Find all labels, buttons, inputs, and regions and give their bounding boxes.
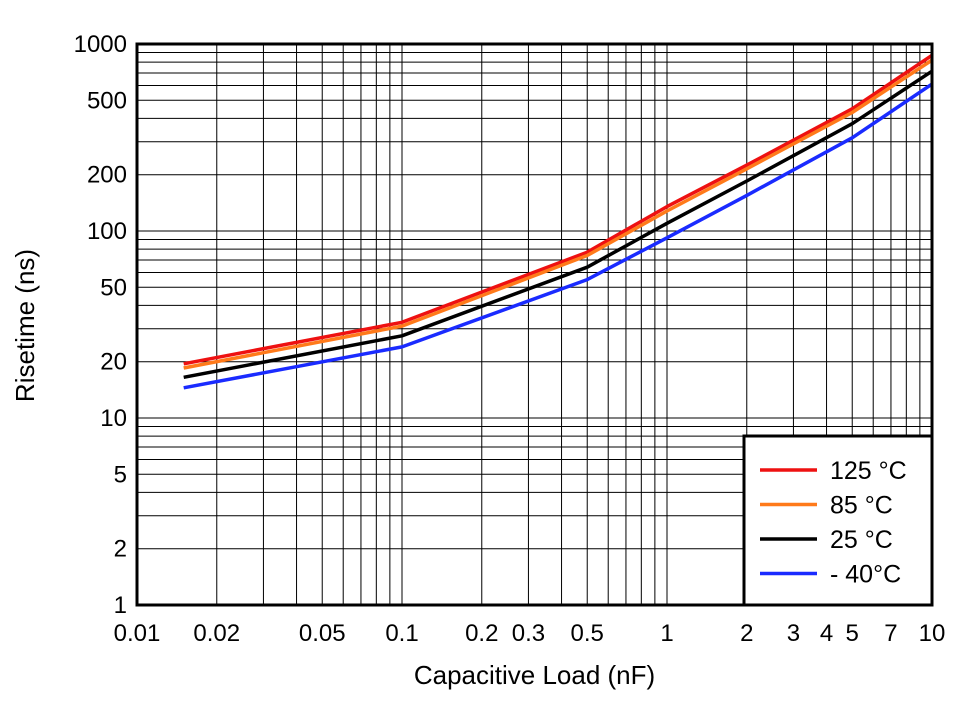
x-tick-label: 7 bbox=[884, 620, 897, 647]
y-tick-label: 500 bbox=[87, 87, 127, 114]
x-tick-label: 10 bbox=[919, 620, 946, 647]
series-line-3 bbox=[183, 82, 933, 390]
series-line-1 bbox=[183, 58, 933, 370]
series-lines bbox=[183, 53, 933, 390]
y-tick-label: 2 bbox=[114, 536, 127, 563]
y-tick-label: 1 bbox=[114, 592, 127, 619]
x-axis-title: Capacitive Load (nF) bbox=[414, 660, 655, 690]
y-axis-title: Risetime (ns) bbox=[10, 249, 40, 402]
x-tick-label: 0.2 bbox=[465, 620, 498, 647]
y-tick-label: 50 bbox=[100, 274, 127, 301]
series-line-2 bbox=[183, 69, 933, 380]
x-tick-label: 0.5 bbox=[571, 620, 604, 647]
plot-area-frame bbox=[135, 42, 934, 607]
x-tick-label: 0.1 bbox=[385, 620, 418, 647]
x-tick-label: 4 bbox=[820, 620, 833, 647]
y-tick-label: 200 bbox=[87, 162, 127, 189]
x-tick-label: 0.02 bbox=[193, 620, 240, 647]
x-tick-labels: 0.01 0.02 0.05 0.1 0.2 0.3 0.5 1 2 3 4 5 7 10 bbox=[114, 620, 946, 647]
x-tick-label: 2 bbox=[740, 620, 753, 647]
legend-label-1: 85 °C bbox=[830, 492, 893, 520]
series-line-0 bbox=[183, 53, 933, 366]
x-tick-label: 5 bbox=[846, 620, 859, 647]
legend: 125 °C 85 °C 25 °C - 40°C bbox=[742, 434, 934, 607]
y-tick-label: 20 bbox=[100, 349, 127, 376]
x-tick-label: 1 bbox=[660, 620, 673, 647]
x-tick-label: 0.05 bbox=[299, 620, 346, 647]
x-tick-label: 0.01 bbox=[114, 620, 161, 647]
y-tick-label: 5 bbox=[114, 461, 127, 488]
legend-label-0: 125 °C bbox=[830, 457, 907, 485]
y-tick-labels: 1 2 5 10 20 50 100 200 500 1000 bbox=[74, 31, 127, 619]
x-tick-label: 0.3 bbox=[512, 620, 545, 647]
y-tick-label: 1000 bbox=[74, 31, 127, 58]
legend-label-3: - 40°C bbox=[830, 561, 901, 589]
y-tick-label: 100 bbox=[87, 218, 127, 245]
y-tick-label: 10 bbox=[100, 405, 127, 432]
legend-box bbox=[742, 434, 934, 607]
x-tick-label: 3 bbox=[787, 620, 800, 647]
legend-label-2: 25 °C bbox=[830, 526, 893, 554]
